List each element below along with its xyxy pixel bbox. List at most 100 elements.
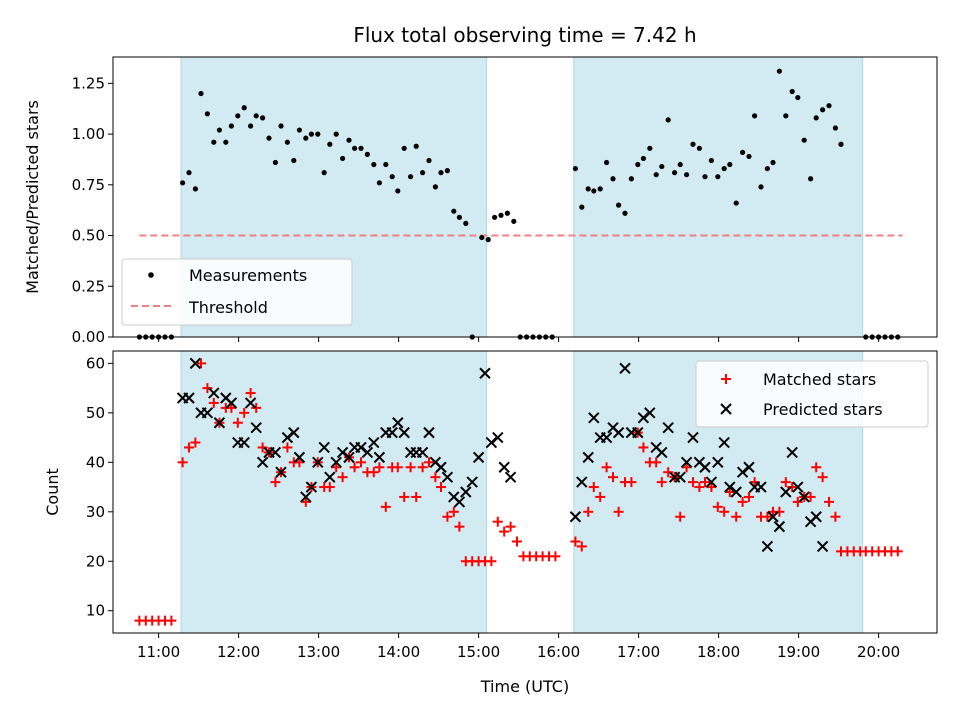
matched-star-point: [688, 477, 698, 488]
predicted-star-point: [293, 451, 306, 464]
x-tick-label: 16:00: [537, 643, 580, 661]
matched-star-point: [824, 496, 834, 507]
measurement-point: [770, 159, 776, 166]
measurement-point: [479, 234, 485, 241]
matched-star-point: [570, 536, 581, 547]
measurement-point: [204, 111, 210, 117]
measurement-point: [758, 184, 764, 190]
measurement-point: [272, 159, 278, 166]
predicted-star-point: [718, 436, 730, 449]
predicted-star-point: [705, 476, 718, 488]
x-tick-label: 17:00: [617, 643, 660, 661]
measurement-point: [420, 170, 426, 176]
y-tick-label: 10: [86, 602, 105, 620]
predicted-star-point: [213, 417, 226, 429]
x-tick-label: 11:00: [137, 643, 180, 661]
matched-star-point: [576, 541, 587, 552]
predicted-star-point: [588, 412, 600, 424]
predicted-star-point: [773, 520, 786, 533]
measurement-point: [647, 145, 653, 151]
measurement-point: [808, 176, 814, 182]
predicted-star-point: [256, 456, 269, 469]
measurement-point: [752, 113, 758, 119]
measurement-point: [838, 141, 844, 147]
matched-star-point: [448, 506, 459, 517]
matched-star-point: [550, 551, 561, 562]
y-tick-label: 20: [86, 552, 105, 570]
predicted-star-point: [398, 426, 410, 439]
predicted-star-point: [281, 431, 294, 444]
predicted-star-point: [305, 481, 318, 493]
measurement-point: [228, 123, 234, 129]
measurement-point: [278, 123, 284, 129]
top-panel: 0.00 0.25 0.50 0.75 1.00 1.25 Matched/Predict…: [23, 56, 938, 346]
bottom-x-ticks: 11:00 12:00 13:00 14:00 15:00 16:00 17:00 18:00…: [137, 633, 900, 661]
measurement-point: [702, 174, 708, 180]
measurement-point: [579, 204, 585, 210]
measurement-point: [371, 161, 377, 168]
measurement-point: [198, 90, 204, 97]
measurement-point: [628, 176, 635, 182]
y-tick-label: 50: [86, 404, 105, 422]
predicted-star-point: [582, 451, 594, 464]
predicted-star-point: [183, 392, 195, 404]
matched-star-point: [712, 501, 723, 512]
measurement-point: [677, 161, 683, 168]
measurement-point: [485, 237, 491, 243]
predicted-star-point: [453, 496, 466, 508]
predicted-star-point: [269, 446, 282, 459]
predicted-star-point: [662, 421, 674, 434]
predicted-star-point: [736, 466, 749, 478]
matched-star-point: [656, 477, 667, 488]
measurement-point: [463, 220, 469, 226]
predicted-star-point: [600, 431, 613, 444]
matched-star-point: [300, 496, 311, 507]
matched-star-point: [749, 477, 760, 488]
measurement-point: [315, 131, 321, 137]
measurement-point: [321, 170, 327, 176]
predicted-star-point: [767, 511, 779, 523]
predicted-star-point: [569, 511, 582, 523]
predicted-star-point: [743, 461, 755, 473]
matched-star-point: [681, 462, 692, 473]
x-tick-label: 12:00: [217, 643, 260, 661]
predicted-star-point: [318, 441, 330, 454]
measurement-point: [727, 161, 733, 168]
matched-star-point: [694, 482, 705, 493]
measurement-point: [696, 145, 703, 151]
y-tick-label: 1.00: [72, 125, 105, 143]
measurement-point: [444, 168, 450, 174]
predicted-star-point: [730, 486, 742, 498]
measurement-point: [635, 161, 641, 168]
matched-star-point: [232, 417, 243, 428]
x-tick-label: 13:00: [297, 643, 340, 661]
legend-matched-marker: [721, 374, 731, 384]
y-tick-label: 60: [86, 354, 105, 372]
predicted-star-point: [244, 397, 257, 409]
measurement-point: [746, 153, 752, 160]
matched-star-point: [202, 383, 213, 394]
matched-star-point: [166, 615, 177, 626]
predicted-star-point: [644, 407, 656, 419]
matched-star-point: [731, 511, 742, 522]
measurement-point: [438, 170, 444, 176]
predicted-star-point: [336, 446, 349, 459]
predicted-star-point: [225, 397, 238, 409]
measurement-point: [260, 115, 266, 121]
measurement-point: [597, 186, 603, 192]
measurement-point: [333, 131, 339, 137]
measurement-point: [795, 94, 801, 101]
matched-star-point: [737, 496, 748, 507]
predicted-star-point: [761, 540, 774, 553]
measurement-point: [432, 184, 438, 190]
predicted-star-point: [492, 431, 504, 444]
matched-star-point: [780, 477, 791, 488]
measurement-point: [451, 208, 457, 214]
measurement-point: [358, 145, 364, 151]
matched-star-point: [270, 477, 281, 488]
matched-star-point: [184, 442, 194, 453]
measurement-point: [832, 125, 839, 131]
matched-star-point: [399, 491, 410, 502]
measurement-point: [801, 137, 807, 143]
observing-window-band: [573, 56, 864, 338]
